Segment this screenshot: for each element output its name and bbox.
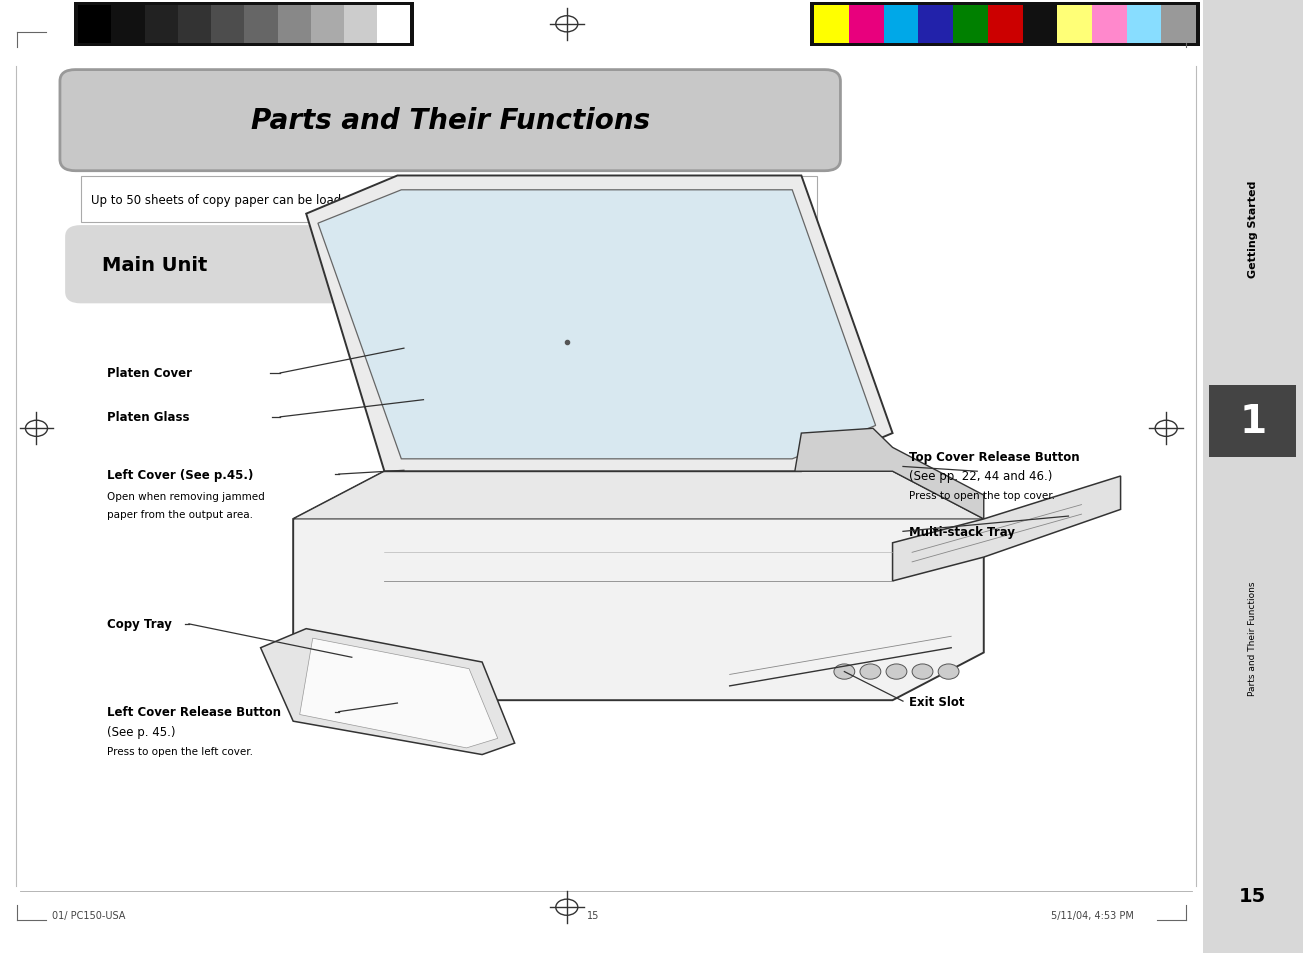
Circle shape — [912, 664, 933, 679]
FancyBboxPatch shape — [111, 6, 145, 44]
Polygon shape — [293, 472, 984, 519]
Text: 15: 15 — [1239, 886, 1267, 905]
FancyBboxPatch shape — [378, 6, 410, 44]
Text: 15: 15 — [586, 910, 599, 920]
Text: Top Cover Release Button: Top Cover Release Button — [909, 451, 1080, 464]
FancyBboxPatch shape — [74, 3, 414, 47]
FancyBboxPatch shape — [1161, 6, 1196, 44]
Text: (See pp. 22, 44 and 46.): (See pp. 22, 44 and 46.) — [909, 470, 1053, 483]
Text: Copy Tray: Copy Tray — [107, 618, 172, 631]
Circle shape — [938, 664, 959, 679]
Text: Parts and Their Functions: Parts and Their Functions — [250, 107, 650, 135]
Text: paper from the output area.: paper from the output area. — [107, 510, 253, 519]
Text: Exit Slot: Exit Slot — [909, 695, 966, 708]
FancyBboxPatch shape — [954, 6, 988, 44]
Text: Main Unit: Main Unit — [102, 255, 207, 274]
FancyBboxPatch shape — [245, 6, 278, 44]
Polygon shape — [795, 429, 984, 519]
Text: Platen Cover: Platen Cover — [107, 367, 192, 380]
Polygon shape — [261, 629, 515, 755]
Text: Press to open the top cover.: Press to open the top cover. — [909, 491, 1055, 500]
FancyBboxPatch shape — [1209, 386, 1296, 457]
FancyBboxPatch shape — [1203, 0, 1303, 953]
FancyBboxPatch shape — [814, 6, 850, 44]
FancyBboxPatch shape — [850, 6, 883, 44]
FancyBboxPatch shape — [145, 6, 177, 44]
Polygon shape — [893, 476, 1121, 581]
Circle shape — [886, 664, 907, 679]
Text: Up to 50 sheets of copy paper can be loaded in the multi-stack tray at a time.: Up to 50 sheets of copy paper can be loa… — [91, 193, 552, 207]
Text: 1: 1 — [1239, 402, 1267, 440]
Text: (See p. 45.): (See p. 45.) — [107, 725, 176, 739]
FancyBboxPatch shape — [883, 6, 919, 44]
FancyBboxPatch shape — [1023, 6, 1057, 44]
Polygon shape — [300, 639, 498, 748]
Text: Open when removing jammed: Open when removing jammed — [107, 492, 265, 501]
FancyBboxPatch shape — [60, 71, 840, 172]
FancyBboxPatch shape — [1057, 6, 1092, 44]
Text: 01/ PC150-USA: 01/ PC150-USA — [52, 910, 125, 920]
Text: Left Cover (See p.45.): Left Cover (See p.45.) — [107, 468, 253, 481]
Text: Left Cover Release Button: Left Cover Release Button — [107, 705, 281, 719]
Polygon shape — [306, 176, 893, 472]
FancyBboxPatch shape — [311, 6, 344, 44]
FancyBboxPatch shape — [988, 6, 1023, 44]
FancyBboxPatch shape — [1127, 6, 1161, 44]
Polygon shape — [318, 191, 876, 459]
Text: 5/11/04, 4:53 PM: 5/11/04, 4:53 PM — [1050, 910, 1134, 920]
Circle shape — [834, 664, 855, 679]
FancyBboxPatch shape — [1092, 6, 1127, 44]
Text: Getting Started: Getting Started — [1248, 180, 1257, 277]
Text: Press to open the left cover.: Press to open the left cover. — [107, 746, 253, 756]
FancyBboxPatch shape — [211, 6, 245, 44]
Circle shape — [860, 664, 881, 679]
FancyBboxPatch shape — [810, 3, 1200, 47]
FancyBboxPatch shape — [177, 6, 211, 44]
FancyBboxPatch shape — [78, 6, 111, 44]
FancyBboxPatch shape — [919, 6, 954, 44]
Text: Platen Glass: Platen Glass — [107, 411, 189, 424]
Polygon shape — [293, 472, 984, 700]
Text: Multi-stack Tray: Multi-stack Tray — [909, 525, 1015, 538]
Text: Parts and Their Functions: Parts and Their Functions — [1248, 581, 1257, 696]
FancyBboxPatch shape — [344, 6, 378, 44]
FancyBboxPatch shape — [65, 226, 468, 304]
FancyBboxPatch shape — [278, 6, 311, 44]
